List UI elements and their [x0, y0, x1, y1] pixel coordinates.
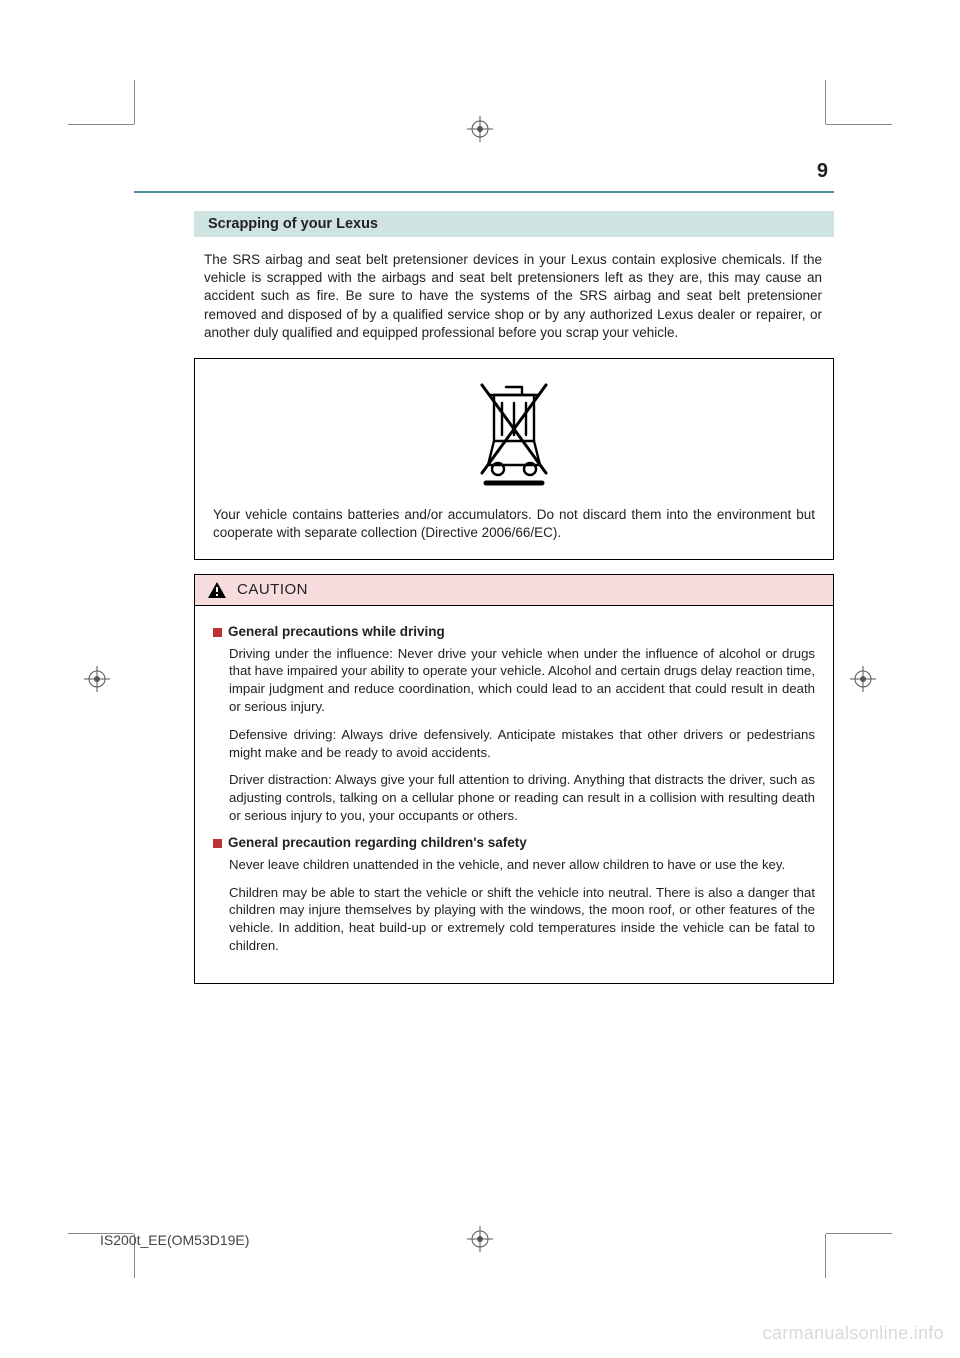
section-title: Scrapping of your Lexus — [194, 211, 834, 237]
registration-mark-icon — [467, 1226, 493, 1252]
registration-mark-icon — [84, 666, 110, 692]
caution-paragraph: Defensive driving: Always drive defensiv… — [229, 726, 815, 762]
bullet-icon — [213, 839, 222, 848]
body-paragraph: The SRS airbag and seat belt pretensione… — [204, 251, 822, 342]
caution-bullet-heading: General precautions while driving — [213, 624, 815, 639]
caution-box: CAUTION General precautions while drivin… — [194, 574, 834, 984]
document-code: IS200t_EE(OM53D19E) — [100, 1232, 249, 1248]
bullet-title: General precautions while driving — [228, 624, 445, 639]
caution-paragraph: Driver distraction: Always give your ful… — [229, 771, 815, 824]
caution-header: CAUTION — [195, 575, 833, 606]
info-box-text: Your vehicle contains batteries and/or a… — [213, 506, 815, 542]
registration-mark-icon — [850, 666, 876, 692]
page-content: 9 Scrapping of your Lexus The SRS airbag… — [134, 160, 834, 984]
warning-icon — [207, 581, 227, 599]
bullet-icon — [213, 628, 222, 637]
caution-label: CAUTION — [237, 581, 308, 598]
bullet-title: General precaution regarding children's … — [228, 835, 527, 850]
weee-bin-icon — [213, 377, 815, 492]
page-number: 9 — [134, 160, 834, 183]
info-box: Your vehicle contains batteries and/or a… — [194, 358, 834, 559]
header-rule — [134, 191, 834, 193]
caution-paragraph: Driving under the influence: Never drive… — [229, 645, 815, 716]
caution-body: General precautions while driving Drivin… — [195, 606, 833, 983]
caution-bullet-heading: General precaution regarding children's … — [213, 835, 815, 850]
registration-mark-icon — [467, 116, 493, 142]
watermark: carmanualsonline.info — [763, 1323, 944, 1344]
caution-paragraph: Children may be able to start the vehicl… — [229, 884, 815, 955]
caution-paragraph: Never leave children unattended in the v… — [229, 856, 815, 874]
